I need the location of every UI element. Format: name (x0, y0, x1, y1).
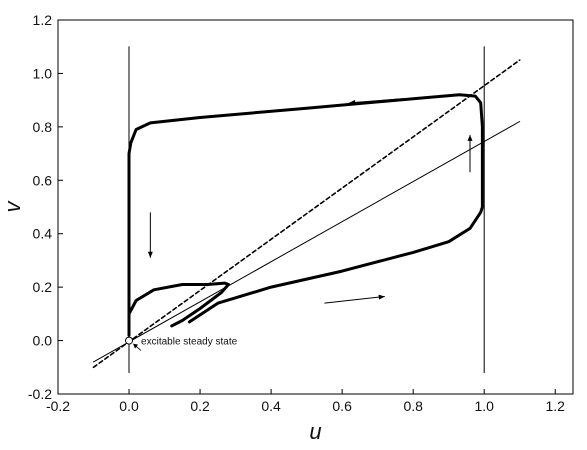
y-tick-label: 0.0 (33, 333, 53, 349)
annotation-label: excitable steady state (141, 337, 238, 348)
curves-layer (92, 46, 521, 374)
plot-frame (57, 19, 574, 395)
x-tick-label: 0.8 (403, 398, 423, 414)
y-tick-label: 1.0 (33, 65, 53, 81)
steady-state-point (125, 336, 134, 345)
x-tick-label: 0.0 (119, 398, 139, 414)
x-axis-ticks: -0.2 0.0 0.2 0.4 0.6 0.8 1.0 1.2 (46, 389, 565, 414)
annotation-arrowhead (133, 343, 139, 349)
x-axis-label: u (309, 419, 321, 444)
direction-arrowhead-3 (378, 294, 385, 300)
y-axis-label: v (0, 200, 25, 213)
x-tick-label: 1.2 (546, 398, 566, 414)
direction-arrow-3 (324, 295, 385, 304)
x-tick-label: 0.2 (190, 398, 210, 414)
direction-arrowhead-1 (147, 251, 153, 258)
y-tick-label: 0.8 (33, 119, 53, 135)
y-tick-label: -0.2 (28, 386, 52, 402)
x-tick-label: -0.2 (46, 398, 70, 414)
y-tick-label: 1.2 (33, 12, 53, 28)
x-tick-label: 1.0 (474, 398, 494, 414)
direction-arrowhead-0 (349, 99, 356, 105)
y-tick-label: 0.6 (33, 172, 53, 188)
direction-arrowhead-2 (467, 134, 473, 141)
direction-arrows-layer (147, 98, 473, 304)
series-line-4-thick-solid (127, 93, 484, 337)
y-tick-label: 0.2 (33, 279, 53, 295)
x-tick-label: 0.4 (261, 398, 281, 414)
direction-arrow-0 (349, 98, 403, 104)
series-line-3-dashed (92, 59, 521, 369)
series-line-5-thick-solid (127, 281, 230, 328)
y-axis-ticks: -0.2 0.0 0.2 0.4 0.6 0.8 1.0 1.2 (28, 12, 63, 402)
series-line-2-thin-solid (93, 121, 521, 363)
x-tick-label: 0.6 (332, 398, 352, 414)
y-tick-label: 0.4 (33, 226, 53, 242)
